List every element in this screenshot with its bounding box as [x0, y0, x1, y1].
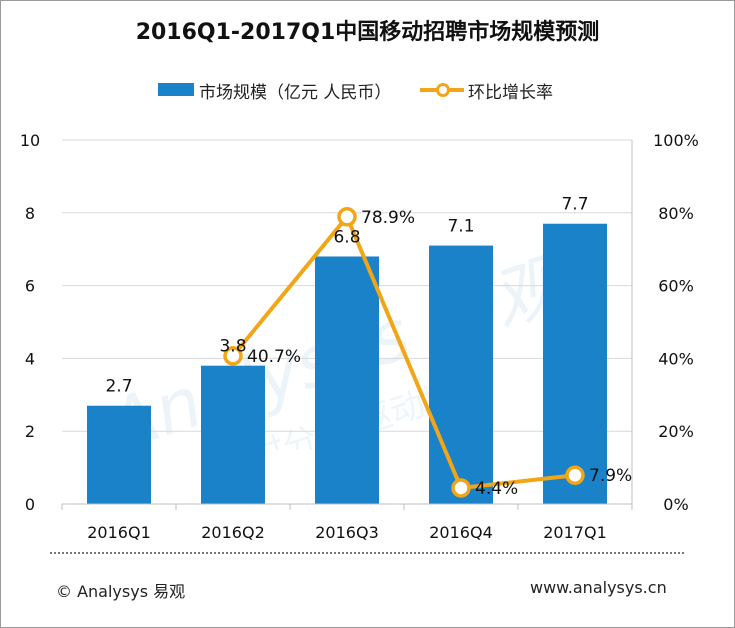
right-axis-tick-label: 60%	[658, 277, 694, 296]
footer-website[interactable]: www.analysys.cn	[530, 578, 667, 597]
right-axis-tick-label: 40%	[658, 349, 694, 368]
bar-value-label: 7.7	[561, 195, 588, 215]
growth-rate-point-2017Q1	[565, 465, 585, 485]
right-axis-tick-label: 0%	[663, 495, 688, 514]
line-series	[223, 207, 585, 498]
legend-line-marker	[436, 83, 450, 97]
legend-bar-label: 市场规模（亿元 人民币）	[199, 83, 392, 103]
bar-series	[87, 223, 607, 504]
bar-value-label: 6.8	[333, 227, 360, 247]
growth-rate-label: 78.9%	[361, 208, 415, 228]
left-axis-tick-label: 0	[25, 495, 35, 514]
left-axis-tick-label: 4	[25, 349, 35, 368]
legend-line-label: 环比增长率	[468, 83, 553, 103]
bar-2016Q4	[429, 245, 493, 504]
x-axis-tick-label: 2016Q2	[201, 523, 265, 542]
bar-2017Q1	[543, 223, 607, 504]
bar-2016Q2	[201, 365, 265, 504]
chart-title: 2016Q1-2017Q1中国移动招聘市场规模预测	[135, 20, 600, 45]
growth-rate-label: 7.9%	[589, 466, 632, 486]
bar-value-label: 3.8	[219, 337, 246, 357]
bar-2016Q3	[315, 256, 379, 504]
growth-rate-point-2016Q4	[451, 478, 471, 498]
left-axis-tick-label: 10	[20, 131, 40, 150]
growth-rate-label: 40.7%	[247, 347, 301, 367]
left-axis-tick-label: 2	[25, 422, 35, 441]
x-axis-tick-label: 2017Q1	[543, 523, 607, 542]
growth-rate-line	[231, 214, 576, 490]
left-axis-tick-label: 8	[25, 204, 35, 223]
x-axis-tick-label: 2016Q3	[315, 523, 379, 542]
growth-rate-point-2016Q3	[337, 207, 357, 227]
footer-divider	[50, 552, 684, 554]
footer-copyright: © Analysys 易观	[56, 582, 186, 601]
bar-value-label: 2.7	[105, 377, 132, 397]
x-axis-tick-label: 2016Q4	[429, 523, 493, 542]
right-axis-tick-label: 100%	[653, 131, 699, 150]
right-axis-tick-label: 20%	[658, 422, 694, 441]
right-axis-tick-label: 80%	[658, 204, 694, 223]
bar-value-label: 7.1	[447, 217, 474, 237]
left-axis-tick-label: 6	[25, 277, 35, 296]
bar-2016Q1	[87, 405, 151, 504]
data-labels: 2.7 3.8 6.8 7.1 7.7 40.7% 78.9% 4.4% 7.9%	[105, 195, 632, 499]
chart-legend: 市场规模（亿元 人民币） 环比增长率	[0, 78, 735, 103]
growth-rate-label: 4.4%	[475, 479, 518, 499]
x-axis-tick-label: 2016Q1	[87, 523, 151, 542]
growth-rate-point-2016Q2	[223, 346, 243, 366]
legend-bar-swatch	[158, 83, 194, 96]
